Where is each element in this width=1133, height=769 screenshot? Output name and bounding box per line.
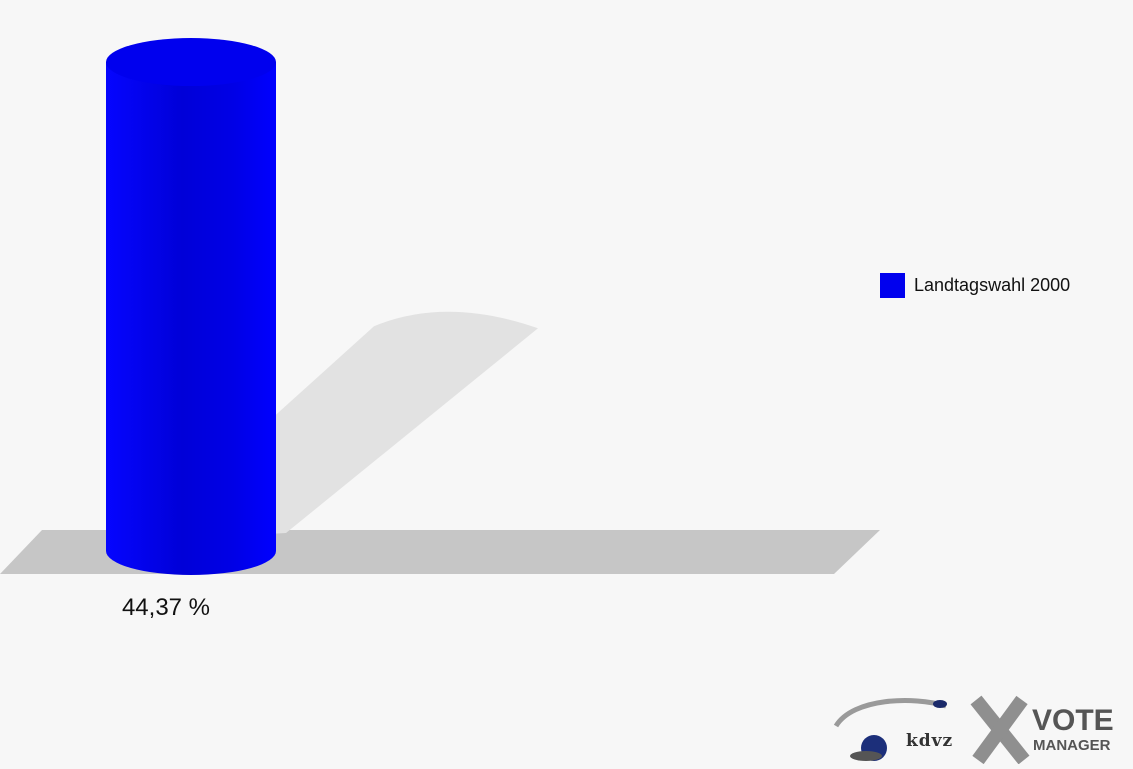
- legend-label: Landtagswahl 2000: [914, 275, 1071, 295]
- logo-kdvz-text: kdvz: [906, 731, 954, 751]
- legend-swatch: [880, 273, 905, 298]
- bar-cylinder: [106, 62, 276, 575]
- bar-cylinder-top: [106, 38, 276, 87]
- logo-vote-text: VOTE: [1032, 704, 1114, 737]
- kdvz-vote-manager-logo: [833, 695, 1030, 764]
- legend: Landtagswahl 2000: [880, 273, 1070, 298]
- logo-manager-text: MANAGER: [1033, 737, 1111, 754]
- data-label: 44,37 %: [122, 594, 210, 621]
